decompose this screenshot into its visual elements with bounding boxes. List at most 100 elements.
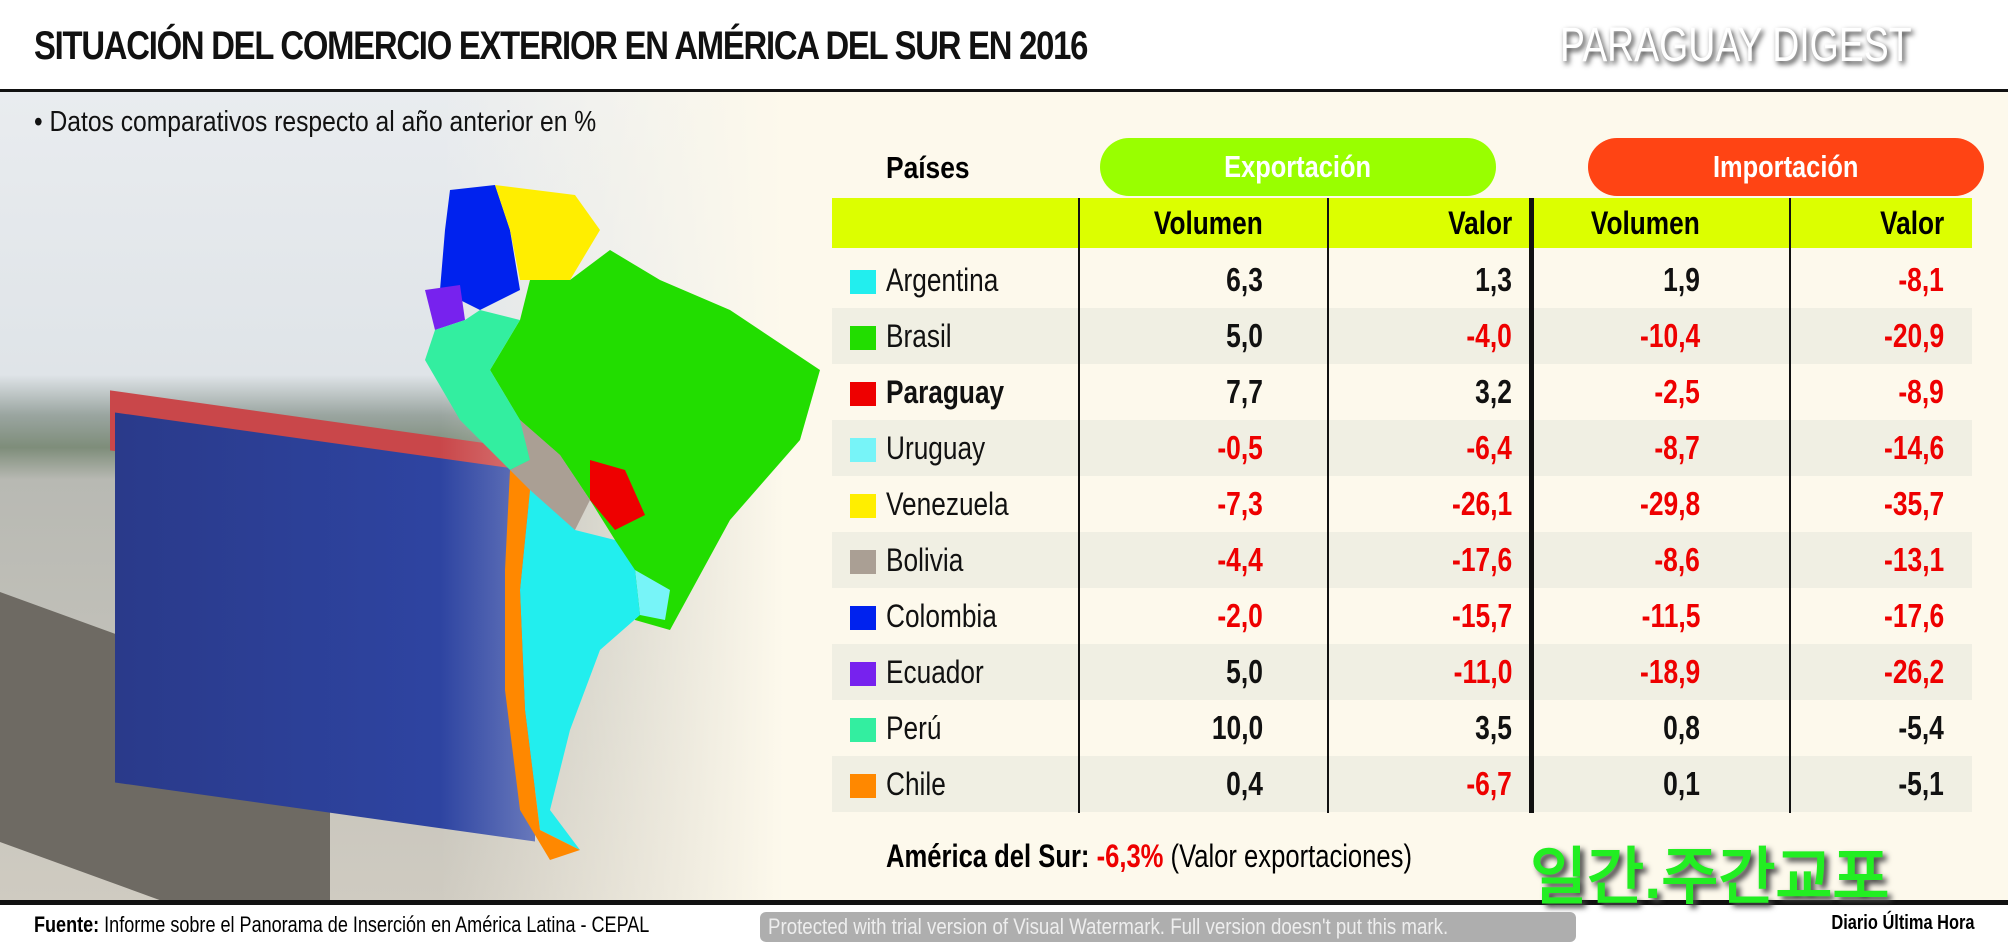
- summary-value: -6,3%: [1096, 838, 1164, 874]
- country-color-swatch: [850, 494, 876, 518]
- country-color-swatch: [850, 718, 876, 742]
- value-cell: -18,9: [1639, 653, 1700, 690]
- value-cell: 3,2: [1475, 373, 1512, 410]
- source-text: Informe sobre el Panorama de Inserción e…: [104, 912, 650, 937]
- value-cell: 0,8: [1663, 709, 1700, 746]
- value-cell: 0,1: [1663, 765, 1700, 802]
- country-name: Perú: [886, 710, 942, 746]
- table-row: Paraguay 7,7 3,2 -2,5 -8,9: [832, 364, 1972, 420]
- source: Fuente: Informe sobre el Panorama de Ins…: [34, 912, 649, 938]
- value-cell: -4,0: [1466, 317, 1513, 354]
- south-america-map: [425, 185, 820, 860]
- ship-deck: [0, 591, 330, 900]
- map-argentina: [520, 490, 640, 850]
- value-cell: 6,3: [1226, 261, 1263, 298]
- value-cell: -35,7: [1883, 485, 1944, 522]
- value-cell: -10,4: [1639, 317, 1700, 354]
- country-color-swatch: [850, 326, 876, 350]
- import-header: Importación: [1588, 138, 1984, 196]
- table-row: Bolivia -4,4 -17,6 -8,6 -13,1: [832, 532, 1972, 588]
- value-cell: -14,6: [1883, 429, 1944, 466]
- value-cell: -20,9: [1883, 317, 1944, 354]
- map-uruguay: [635, 570, 670, 620]
- watermark-trial: Protected with trial version of Visual W…: [760, 912, 1577, 942]
- value-cell: -7,3: [1217, 485, 1264, 522]
- country-name: Venezuela: [886, 486, 1009, 522]
- value-cell: -11,5: [1641, 597, 1700, 634]
- summary-note: (Valor exportaciones): [1170, 838, 1412, 874]
- country-color-swatch: [850, 774, 876, 798]
- value-cell: -8,7: [1654, 429, 1701, 466]
- country-color-swatch: [850, 382, 876, 406]
- value-cell: 10,0: [1211, 709, 1263, 746]
- credit: Diario Última Hora: [1830, 912, 1974, 934]
- import-value-header: Valor: [1879, 205, 1944, 241]
- value-cell: -29,8: [1639, 485, 1700, 522]
- column-divider: [1078, 198, 1080, 813]
- table-row: Ecuador 5,0 -11,0 -18,9 -26,2: [832, 644, 1972, 700]
- value-cell: -0,5: [1217, 429, 1264, 466]
- value-cell: -8,9: [1898, 373, 1945, 410]
- map-ecuador: [425, 285, 465, 330]
- country-name: Chile: [886, 766, 946, 802]
- country-name: Bolivia: [886, 542, 964, 578]
- header: SITUACIÓN DEL COMERCIO EXTERIOR EN AMÉRI…: [0, 0, 2008, 92]
- export-import-divider: [1529, 198, 1534, 813]
- column-divider: [1327, 198, 1329, 813]
- value-cell: -13,1: [1883, 541, 1944, 578]
- subheader-row: [832, 198, 1972, 248]
- value-cell: -2,0: [1217, 597, 1264, 634]
- import-volume-header: Volumen: [1591, 205, 1700, 241]
- column-divider: [1789, 198, 1791, 813]
- table-row: Colombia -2,0 -15,7 -11,5 -17,6: [832, 588, 1972, 644]
- map-chile: [505, 470, 580, 860]
- value-cell: -11,0: [1453, 653, 1512, 690]
- country-color-swatch: [850, 438, 876, 462]
- value-cell: -4,4: [1217, 541, 1264, 578]
- watermark-korean: 일간.주간교포: [1530, 843, 1890, 912]
- source-label: Fuente:: [34, 912, 100, 937]
- value-cell: -2,5: [1654, 373, 1701, 410]
- value-cell: -6,7: [1466, 765, 1513, 802]
- table-row: Uruguay -0,5 -6,4 -8,7 -14,6: [832, 420, 1972, 476]
- subtitle: • Datos comparativos respecto al año ant…: [34, 106, 597, 138]
- value-cell: 1,3: [1475, 261, 1512, 298]
- summary-line: América del Sur: -6,3% (Valor exportacio…: [886, 838, 1412, 875]
- watermark-digest: PARAGUAY DIGEST: [1560, 19, 1912, 72]
- value-cell: -8,1: [1898, 261, 1945, 298]
- map-colombia: [440, 185, 520, 310]
- table-row: Perú 10,0 3,5 0,8 -5,4: [832, 700, 1972, 756]
- value-cell: -15,7: [1451, 597, 1512, 634]
- value-cell: -8,6: [1654, 541, 1701, 578]
- value-cell: 1,9: [1663, 261, 1700, 298]
- page-title: SITUACIÓN DEL COMERCIO EXTERIOR EN AMÉRI…: [34, 24, 1088, 68]
- country-name: Paraguay: [886, 374, 1005, 410]
- country-name: Ecuador: [886, 654, 984, 690]
- value-cell: 5,0: [1226, 317, 1263, 354]
- country-name: Brasil: [886, 318, 952, 354]
- map-brasil: [490, 250, 820, 630]
- value-cell: 3,5: [1475, 709, 1512, 746]
- value-cell: -17,6: [1451, 541, 1512, 578]
- export-value-header: Valor: [1447, 205, 1512, 241]
- countries-header: Países: [886, 150, 970, 185]
- export-volume-header: Volumen: [1154, 205, 1263, 241]
- value-cell: 7,7: [1226, 373, 1263, 410]
- value-cell: 5,0: [1226, 653, 1263, 690]
- country-color-swatch: [850, 662, 876, 686]
- value-cell: -17,6: [1883, 597, 1944, 634]
- table-row: Venezuela -7,3 -26,1 -29,8 -35,7: [832, 476, 1972, 532]
- map-venezuela: [495, 185, 600, 280]
- country-color-swatch: [850, 270, 876, 294]
- value-cell: -5,4: [1898, 709, 1945, 746]
- import-header-label: Importación: [1713, 149, 1859, 184]
- export-header-label: Exportación: [1224, 149, 1372, 184]
- table-row: Argentina 6,3 1,3 1,9 -8,1: [832, 252, 1972, 308]
- export-header: Exportación: [1100, 138, 1496, 196]
- country-name: Uruguay: [886, 430, 986, 466]
- footer-divider: [0, 900, 2008, 905]
- table-row: Brasil 5,0 -4,0 -10,4 -20,9: [832, 308, 1972, 364]
- country-name: Colombia: [886, 598, 997, 634]
- value-cell: -26,2: [1883, 653, 1944, 690]
- value-cell: -6,4: [1466, 429, 1513, 466]
